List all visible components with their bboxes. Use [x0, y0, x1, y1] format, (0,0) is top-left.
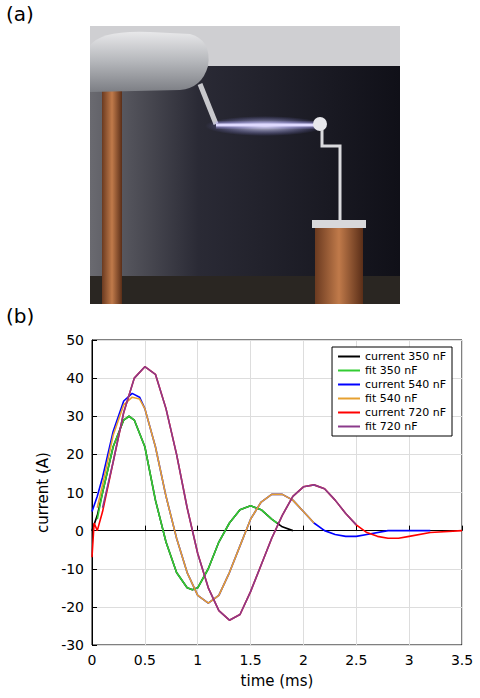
svg-text:3.5: 3.5	[451, 652, 473, 668]
html-text:(b): (b)	[6, 304, 35, 328]
svg-text:3: 3	[405, 652, 414, 668]
svg-text:current (A): current (A)	[34, 452, 52, 533]
svg-text:current 540 nF: current 540 nF	[365, 378, 446, 391]
svg-text:0: 0	[75, 523, 84, 539]
svg-text:0.5: 0.5	[134, 652, 156, 668]
svg-text:fit 720 nF: fit 720 nF	[365, 420, 418, 433]
svg-text:2: 2	[299, 652, 308, 668]
svg-text:-20: -20	[61, 599, 84, 615]
svg-text:20: 20	[66, 446, 84, 462]
svg-text:-30: -30	[61, 637, 84, 653]
svg-text:2.5: 2.5	[345, 652, 367, 668]
svg-text:1.5: 1.5	[239, 652, 261, 668]
svg-text:fit 350 nF: fit 350 nF	[365, 364, 418, 377]
html-text:(a): (a)	[6, 2, 34, 26]
svg-text:40: 40	[66, 370, 84, 386]
svg-text:-10: -10	[61, 561, 84, 577]
svg-text:time (ms): time (ms)	[241, 672, 314, 690]
svg-text:1: 1	[193, 652, 202, 668]
svg-text:current 350 nF: current 350 nF	[365, 350, 446, 363]
svg-text:50: 50	[66, 332, 84, 348]
svg-text:30: 30	[66, 408, 84, 424]
svg-text:0: 0	[88, 652, 97, 668]
svg-text:fit 540 nF: fit 540 nF	[365, 392, 418, 405]
svg-text:current 720 nF: current 720 nF	[365, 406, 446, 419]
svg-text:10: 10	[66, 485, 84, 501]
